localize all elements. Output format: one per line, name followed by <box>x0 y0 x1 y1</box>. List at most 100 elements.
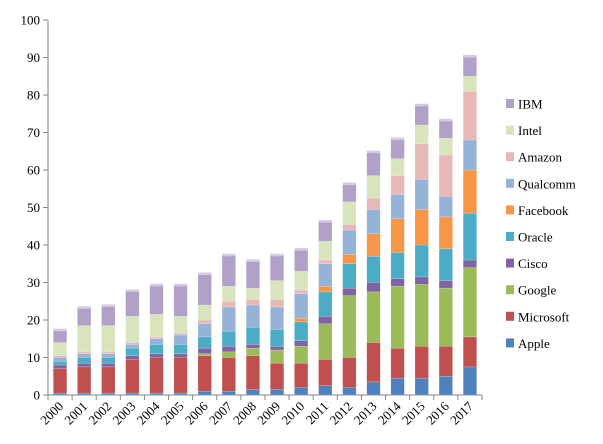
bar-segment-google-2014 <box>390 286 405 349</box>
bar-segment-intel-2001 <box>77 325 92 353</box>
bar-segment-cisco-2017 <box>462 259 477 268</box>
bar-segment-intel-2014 <box>390 158 405 176</box>
bar-segment-qualcomm-2017 <box>462 139 477 171</box>
x-tick-label: 2008 <box>230 399 259 428</box>
bar-segment-ibm-2004 <box>149 286 164 315</box>
bar-segment-ibm-2008 <box>245 261 260 289</box>
bar-segment-google-2009 <box>270 349 285 364</box>
bar-stack-2016 <box>438 118 453 396</box>
bar-segment-apple-2016 <box>438 376 453 396</box>
bar-segment-amazon-2011 <box>318 259 333 264</box>
bar-segment-microsoft-2001 <box>77 366 92 394</box>
bar-segment-amazon-2000 <box>53 355 68 358</box>
bar-top-cap-2011 <box>318 220 333 225</box>
bar-segment-facebook-2012 <box>342 254 357 264</box>
bar-segment-cisco-2005 <box>173 353 188 358</box>
bar-segment-cisco-2008 <box>245 344 260 349</box>
bar-segment-google-2012 <box>342 295 357 358</box>
y-tick-label: 30 <box>27 275 40 290</box>
bar-segment-google-2010 <box>294 346 309 364</box>
legend-label: IBM <box>518 97 543 112</box>
legend-item-facebook: Facebook <box>506 203 569 218</box>
x-tick-label: 2002 <box>85 399 114 428</box>
x-tick-label: 2016 <box>423 398 452 427</box>
legend-item-amazon: Amazon <box>506 150 563 165</box>
bar-segment-google-2008 <box>245 347 260 356</box>
bar-segment-microsoft-2017 <box>462 336 477 368</box>
bar-segment-microsoft-2002 <box>101 366 116 394</box>
bar-top-cap-2007 <box>222 253 236 259</box>
bar-segment-qualcomm-2002 <box>101 353 116 358</box>
legend-swatch <box>506 205 514 215</box>
bar-segment-cisco-2013 <box>366 282 381 293</box>
bar-top-cap-2014 <box>390 137 405 143</box>
bar-segment-facebook-2017 <box>462 169 477 214</box>
bar-segment-oracle-2011 <box>318 291 333 317</box>
bar-segment-amazon-2006 <box>197 319 212 324</box>
bar-segment-amazon-2015 <box>414 143 429 180</box>
legend-swatch <box>506 178 514 188</box>
bar-segment-intel-2003 <box>125 316 140 343</box>
x-tick-label: 2004 <box>134 398 163 427</box>
bar-top-cap-2009 <box>270 253 284 259</box>
bar-segment-oracle-2005 <box>173 344 188 354</box>
bar-segment-apple-2004 <box>149 392 164 396</box>
bar-segment-apple-2010 <box>294 387 309 396</box>
bar-segment-facebook-2015 <box>414 209 429 246</box>
bar-segment-google-2017 <box>462 267 477 338</box>
bar-stack-2011 <box>318 220 333 396</box>
bar-segment-cisco-2016 <box>438 280 453 289</box>
bar-segment-qualcomm-2012 <box>342 229 357 255</box>
bar-segment-qualcomm-2013 <box>366 209 381 234</box>
bar-segment-intel-2009 <box>270 280 285 300</box>
bar-segment-qualcomm-2008 <box>245 304 260 328</box>
x-tick-label: 2011 <box>303 399 332 428</box>
y-tick-label: 70 <box>27 125 40 140</box>
bar-segment-intel-2000 <box>53 342 68 356</box>
bar-top-cap-2003 <box>125 289 140 295</box>
bar-segment-oracle-2009 <box>270 329 285 347</box>
bar-segment-intel-2008 <box>245 287 260 300</box>
legend-swatch <box>506 285 514 295</box>
bar-segment-oracle-2002 <box>101 357 116 364</box>
bar-segment-oracle-2012 <box>342 263 357 289</box>
bar-segment-oracle-2004 <box>149 344 164 354</box>
bar-segment-qualcomm-2009 <box>270 306 285 330</box>
bar-top-cap-2013 <box>366 150 381 156</box>
bar-top-cap-2017 <box>463 55 477 60</box>
bar-stack-2001 <box>77 306 92 396</box>
bar-segment-microsoft-2010 <box>294 362 309 388</box>
bar-segment-qualcomm-2003 <box>125 344 140 349</box>
bar-top-cap-2008 <box>246 259 260 265</box>
bar-segment-cisco-2000 <box>53 364 68 369</box>
legend-label: Facebook <box>518 203 569 218</box>
bar-segment-intel-2005 <box>173 316 188 334</box>
bar-segment-ibm-2003 <box>125 291 140 317</box>
bar-segment-oracle-2007 <box>221 331 236 347</box>
y-tick-labels: 0 10 20 30 40 50 60 70 80 90 100 <box>21 13 41 403</box>
bar-segment-cisco-2003 <box>125 355 140 360</box>
bar-segment-oracle-2015 <box>414 244 429 278</box>
legend-item-cisco: Cisco <box>506 256 548 271</box>
bar-segment-microsoft-2003 <box>125 359 140 394</box>
bar-segment-google-2007 <box>221 351 236 358</box>
bar-segment-apple-2014 <box>390 377 405 396</box>
bar-segment-facebook-2014 <box>390 218 405 253</box>
bar-segment-amazon-2016 <box>438 154 453 197</box>
bar-top-cap-2010 <box>294 248 308 254</box>
bar-segment-qualcomm-2005 <box>173 334 188 345</box>
bar-segment-amazon-2003 <box>125 342 140 345</box>
bar-segment-apple-2000 <box>53 392 68 396</box>
bar-segment-qualcomm-2015 <box>414 179 429 210</box>
bar-segment-oracle-2010 <box>294 321 309 341</box>
x-tick-label: 2000 <box>37 399 66 428</box>
bar-top-cap-2016 <box>439 118 453 124</box>
bar-segment-apple-2009 <box>270 389 285 396</box>
bar-segment-intel-2010 <box>294 271 309 291</box>
legend-item-oracle: Oracle <box>506 230 553 245</box>
bar-segment-apple-2011 <box>318 385 333 396</box>
bar-top-cap-2015 <box>414 103 429 109</box>
x-tick-label: 2014 <box>375 398 404 427</box>
bar-segment-amazon-2009 <box>270 299 285 308</box>
